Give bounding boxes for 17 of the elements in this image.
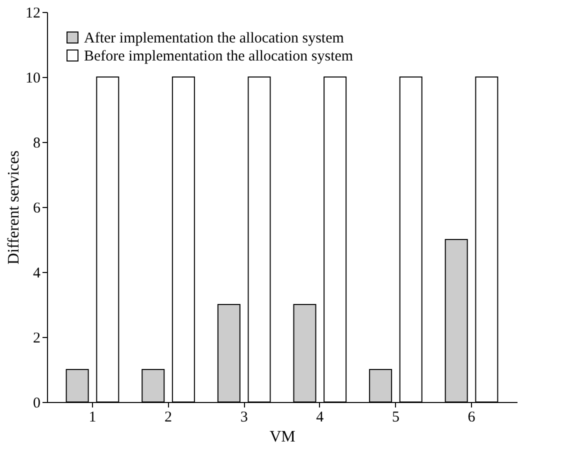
y-tick-label: 2	[33, 330, 40, 346]
x-tick-label: 6	[468, 410, 476, 426]
y-axis-title: Different services	[6, 150, 22, 264]
legend-label: After implementation the allocation system	[84, 30, 344, 46]
x-axis-title: VM	[270, 428, 296, 446]
y-tick-label: 12	[26, 6, 40, 22]
y-tick-label: 6	[33, 200, 41, 216]
y-tick-label: 4	[33, 266, 41, 282]
legend-label: Before implementation the allocation system	[84, 48, 354, 64]
y-tick-label: 10	[26, 70, 40, 86]
x-tick-label: 4	[316, 410, 324, 426]
x-tick-label: 2	[164, 410, 172, 426]
x-tick-label: 3	[240, 410, 248, 426]
x-tick-label: 1	[88, 410, 96, 426]
y-tick-label: 0	[33, 396, 40, 412]
x-tick-label: 5	[392, 410, 400, 426]
y-tick-label: 8	[33, 136, 40, 152]
